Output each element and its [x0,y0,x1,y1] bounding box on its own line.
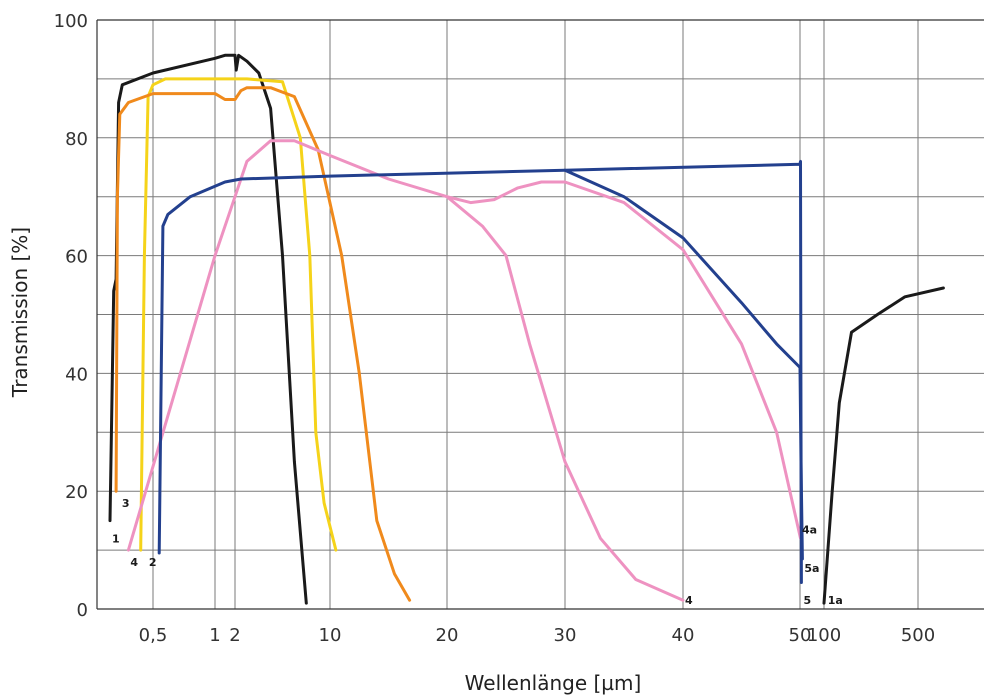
series-4a-line [445,180,802,540]
y-axis-label: Transmission [%] [8,227,32,398]
curves [108,53,945,605]
curve-label-4a: 4a [802,523,817,536]
series-3-line [114,86,412,602]
y-tick-label: 60 [65,247,88,268]
curve-label-5a: 5a [804,562,819,575]
curve-label-1: 1 [112,532,120,545]
y-tick-label: 80 [65,129,88,150]
x-tick-label: 500 [901,625,935,646]
y-tick-label: 0 [77,600,88,621]
x-axis-label: Wellenlänge [µm] [465,671,642,695]
series-1a-line [822,286,945,605]
grid [96,19,984,610]
x-tick-label: 0,5 [139,625,168,646]
x-tick-label: 10 [319,625,342,646]
x-tick-label: 100 [807,625,841,646]
x-tick-label: 30 [554,625,577,646]
y-tick-label: 40 [65,364,88,385]
series-5a-line [563,168,804,561]
series-5-line [157,159,803,584]
curve-label-1a: 1a [828,594,843,607]
x-tick-label: 2 [229,625,240,646]
x-tick-label: 50 [789,625,812,646]
curve-label-3: 3 [122,497,130,510]
y-tick-label: 20 [65,482,88,503]
y-tick-label: 100 [54,11,88,32]
curve-label-2: 2 [149,556,157,569]
series-4-line [126,139,685,602]
x-tick-label: 40 [672,625,695,646]
x-tick-label: 20 [436,625,459,646]
curve-label-5: 5 [803,594,811,607]
curve-label-4: 4 [685,594,693,607]
x-tick-label: 1 [209,625,220,646]
curve-label-4: 4 [130,556,138,569]
